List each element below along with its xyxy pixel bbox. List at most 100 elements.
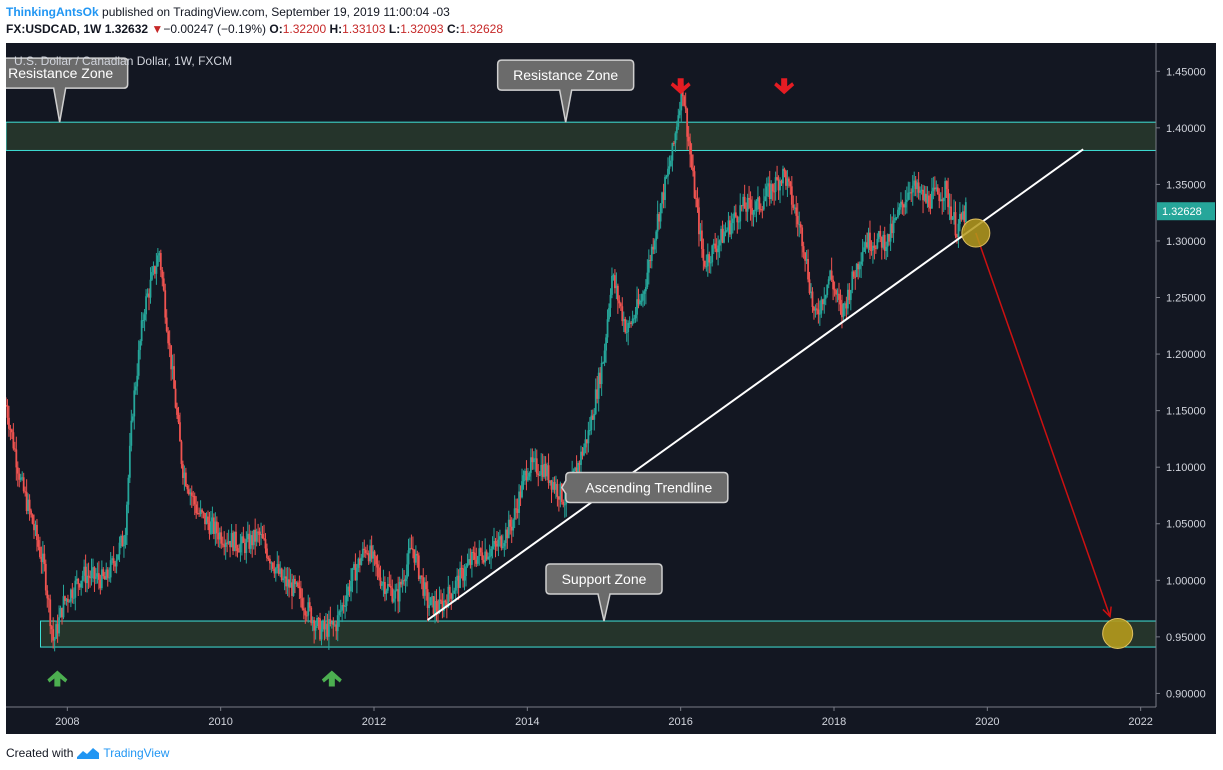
projection-arrow-line[interactable] [975,232,1111,617]
candle-body [787,178,790,182]
candle-body [410,547,413,550]
candle-body [130,420,133,446]
candle-body [786,178,789,186]
candle-body [500,536,503,549]
candle-body [323,621,326,630]
candle-body [117,554,119,560]
break-point-circle[interactable] [961,218,991,248]
candle-body [223,544,226,547]
candle-body [232,532,234,551]
candle-body [386,583,389,591]
price-tick-label: 1.40000 [1166,123,1206,135]
candle-body [13,448,16,450]
trendline-callout[interactable]: Ascending Trendline [560,471,729,504]
candle-body [671,143,674,161]
candle-body [886,234,889,247]
resistance-callout-mid[interactable]: Resistance Zone [496,59,635,123]
projection-arrow-head-icon [1102,606,1112,619]
candle-body [364,550,367,554]
candle-body [950,206,952,220]
candle-body [864,242,867,248]
candle-body [609,294,612,308]
candle-body [920,189,923,192]
resistance-callout-left[interactable]: Resistance Zone [0,57,129,123]
candle-body [210,521,212,534]
open-label: O: [269,22,283,36]
candle-body [748,197,750,200]
candle-body [933,187,936,190]
candle-body [585,439,588,444]
candle-body [820,299,823,314]
candle-body [478,548,481,557]
candle-body [698,207,700,235]
candle-body [608,307,610,320]
candle-body [372,551,375,559]
candle-body [730,223,733,235]
candle-body [155,266,158,274]
candle-body [308,602,311,608]
candle-body [919,191,922,193]
chart-svg[interactable]: Resistance Zone Resistance Zone Support Zo… [0,43,1216,734]
candle-body [354,564,357,581]
candle-body [179,422,181,442]
candle-body [100,569,103,589]
candle-body [687,136,690,142]
candle-body [348,586,351,592]
candle-body [742,196,745,207]
candle-body [120,535,122,543]
candle-body [880,236,883,248]
candle-body [46,590,49,599]
candle-body [618,300,621,304]
candle-body [18,473,21,480]
candle-body [105,569,108,580]
candle-body [325,623,327,630]
candle-body [524,470,526,476]
price-tick-label: 1.30000 [1166,236,1206,248]
candle-body [183,472,186,478]
candle-body [479,548,482,553]
candle-body [908,192,911,194]
tradingview-brand[interactable]: TradingView [103,746,170,760]
candle-body [353,564,355,569]
support-callout[interactable]: Support Zone [545,563,663,622]
resistance-callout-mid-box [496,59,635,123]
candle-body [329,619,332,624]
candle-body [957,223,960,238]
candle-body [821,299,824,305]
candle-body [15,449,18,468]
candle-body [795,207,798,216]
candle-body [388,583,391,586]
candle-body [96,573,99,577]
resistance-zone[interactable] [5,121,1157,151]
candle-body [755,201,758,210]
candle-body [557,496,560,500]
candle-body [406,564,408,579]
candle-body [332,621,335,625]
candle-body [320,629,323,640]
candle-body [488,556,491,558]
candle-body [25,491,28,511]
candle-body [44,563,47,591]
candle-body [195,504,198,514]
candle-body [40,556,43,563]
candle-body [876,238,879,249]
candle-body [319,618,321,640]
candle-body [251,535,254,546]
candle-body [945,181,948,189]
support-callout-label: Support Zone [562,571,647,587]
candle-body [330,621,333,624]
candle-body [218,532,221,540]
chart-area[interactable]: Resistance Zone Resistance Zone Support Zo… [0,43,1216,734]
candle-body [196,513,199,515]
author-link[interactable]: ThinkingAntsOk [6,5,99,19]
candle-body [818,313,821,315]
candle-body [95,576,97,579]
candle-body [167,331,170,344]
target-circle[interactable] [1102,617,1134,649]
candle-body [829,270,832,280]
support-zone[interactable] [40,620,1157,648]
candle-body [723,232,725,243]
candle-body [481,552,484,560]
candle-body [428,605,431,608]
candle-body [257,531,260,533]
